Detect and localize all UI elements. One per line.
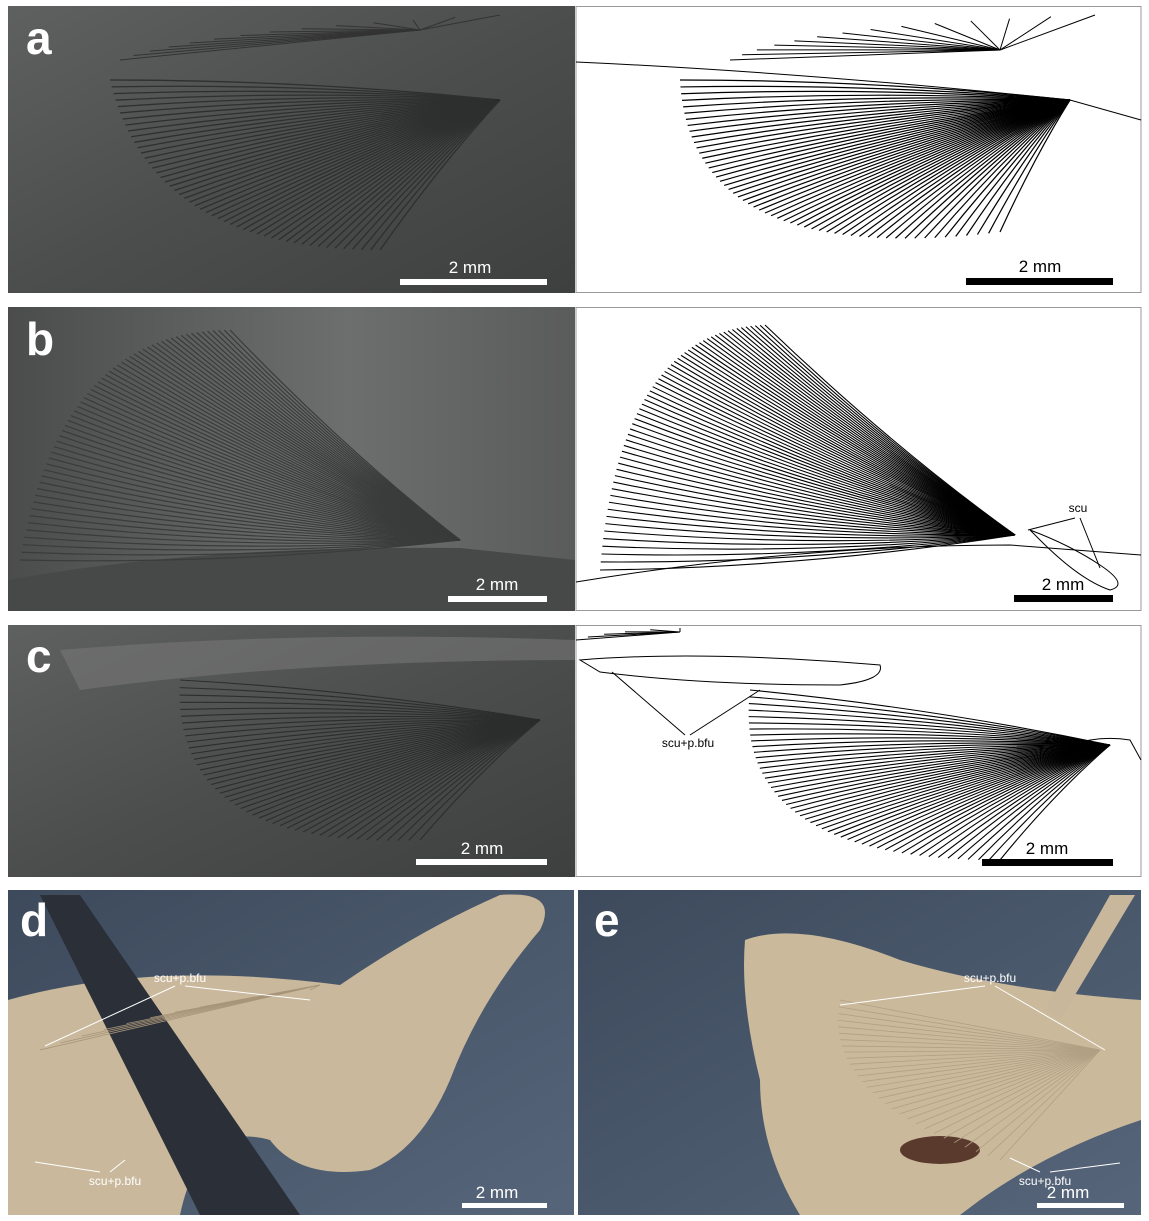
drawing-b [576,308,1141,611]
scale-label: 2 mm [1026,839,1069,858]
scale-bar [982,859,1113,866]
annotation: scu+p.bfu [964,971,1016,985]
panel-label: e [594,894,620,946]
annotation: scu+p.bfu [662,736,714,750]
stain [900,1136,980,1164]
figure: 2 mm 2 mm 2 mm 2 mm 2 mm 2 mm 2 mm 2 mm … [0,0,1149,1221]
annotation: scu+p.bfu [154,971,206,985]
panel-label: b [26,313,54,365]
panel-label: a [26,12,52,64]
scale-bar [1014,595,1113,602]
scale-label: 2 mm [1042,575,1085,594]
annotation: scu+p.bfu [1019,1174,1071,1188]
scale-label: 2 mm [476,575,519,594]
annotation: scu+p.bfu [89,1174,141,1188]
panel-label: c [26,630,52,682]
scale-label: 2 mm [1019,257,1062,276]
scale-label: 2 mm [449,258,492,277]
scale-bar [448,596,547,602]
scale-bar [966,278,1113,285]
scale-label: 2 mm [461,839,504,858]
scale-bar [1037,1203,1124,1208]
panel-label: d [20,894,48,946]
annotation: scu [1069,501,1088,515]
scale-bar [416,859,547,865]
scale-bar [462,1203,547,1208]
scale-bar [400,279,547,285]
scale-label: 2 mm [476,1183,519,1202]
